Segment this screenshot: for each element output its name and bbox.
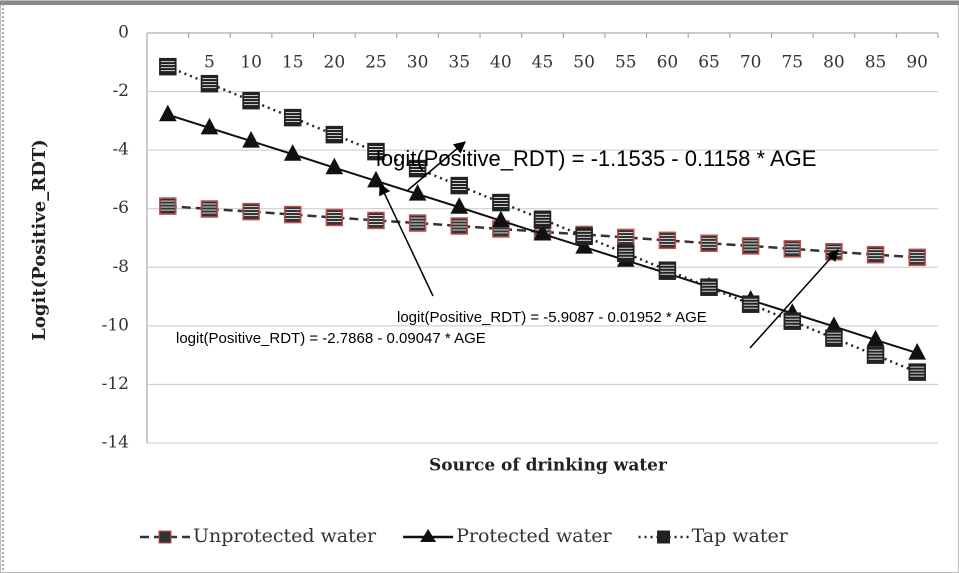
marker	[700, 234, 718, 253]
marker	[866, 329, 885, 347]
marker	[533, 210, 552, 229]
marker	[617, 244, 635, 262]
marker	[825, 329, 843, 347]
y-tick-label: -12	[102, 374, 129, 394]
marker	[658, 231, 677, 250]
marker	[408, 184, 427, 201]
marker	[783, 312, 802, 330]
marker	[492, 210, 510, 228]
marker	[283, 144, 302, 161]
marker	[242, 131, 260, 148]
x-tick-label: 45	[532, 53, 554, 73]
x-tick-label: 40	[490, 53, 512, 73]
x-tick-label: 20	[324, 53, 346, 73]
marker	[450, 197, 469, 214]
marker	[159, 197, 177, 215]
y-tick-label: -6	[112, 198, 129, 218]
x-tick-label: 30	[407, 53, 429, 73]
y-tick-label: 0	[118, 23, 129, 43]
marker	[700, 278, 718, 296]
marker	[741, 237, 760, 255]
x-tick-label: 50	[573, 53, 595, 73]
annotation: logit(Positive_RDT) = -1.1535 - 0.1158 *…	[376, 146, 816, 171]
plot	[146, 32, 939, 444]
marker	[783, 240, 802, 258]
arrow	[407, 141, 466, 191]
x-tick-label: 70	[740, 53, 762, 73]
marker	[866, 245, 885, 264]
marker	[200, 117, 219, 135]
marker	[325, 208, 344, 227]
marker	[159, 57, 177, 76]
legend-swatch-marker	[657, 530, 671, 544]
marker	[617, 228, 635, 247]
marker	[492, 193, 510, 212]
marker	[200, 200, 219, 218]
x-tick-label: 55	[615, 53, 637, 73]
x-tick-label: 25	[365, 53, 387, 73]
arrow	[379, 182, 434, 297]
x-tick-label: 80	[823, 53, 845, 73]
annotation: logit(Positive_RDT) = -2.7868 - 0.09047 …	[176, 330, 486, 347]
y-tick-label: -4	[112, 140, 129, 160]
marker	[242, 91, 260, 110]
y-axis-label: Logit(Positive_RDT)	[29, 139, 50, 341]
marker	[408, 214, 427, 232]
marker	[325, 125, 344, 144]
legend-swatch-marker	[158, 530, 172, 544]
x-tick-label: 15	[282, 53, 304, 73]
marker	[158, 104, 177, 122]
legend-swatch-marker	[420, 529, 437, 542]
marker	[741, 295, 760, 313]
marker	[908, 248, 926, 267]
marker	[658, 261, 677, 279]
marker	[908, 363, 926, 381]
marker	[908, 343, 927, 360]
marker	[575, 227, 593, 245]
x-tick-label: 65	[698, 53, 720, 73]
marker	[533, 223, 552, 241]
x-tick-label: 10	[240, 53, 262, 73]
marker	[866, 346, 885, 364]
marker	[825, 243, 843, 261]
marker	[283, 205, 302, 224]
marker	[325, 157, 344, 175]
x-tick-label: 90	[906, 53, 928, 73]
x-tick-label: 5	[204, 53, 215, 73]
y-tick-label: -10	[102, 315, 129, 335]
marker	[242, 202, 260, 221]
y-tick-label: -2	[112, 81, 129, 101]
marker	[283, 108, 302, 127]
x-axis-label: Source of drinking water	[429, 456, 668, 476]
marker	[367, 211, 385, 230]
marker	[450, 217, 468, 235]
arrow	[749, 249, 839, 349]
y-tick-label: -14	[102, 433, 129, 453]
legend-label: Unprotected water	[193, 525, 377, 547]
x-tick-label: 75	[781, 53, 803, 73]
x-tick-label: 85	[865, 53, 887, 73]
x-tick-label: 35	[448, 53, 470, 73]
marker	[200, 74, 219, 93]
marker	[450, 176, 468, 195]
marker	[575, 237, 593, 254]
y-tick-label: -8	[112, 257, 129, 277]
legend-label: Protected water	[456, 525, 612, 547]
legend-label: Tap water	[692, 525, 789, 547]
annotation: logit(Positive_RDT) = -5.9087 - 0.01952 …	[397, 309, 707, 326]
x-tick-label: 60	[657, 53, 679, 73]
